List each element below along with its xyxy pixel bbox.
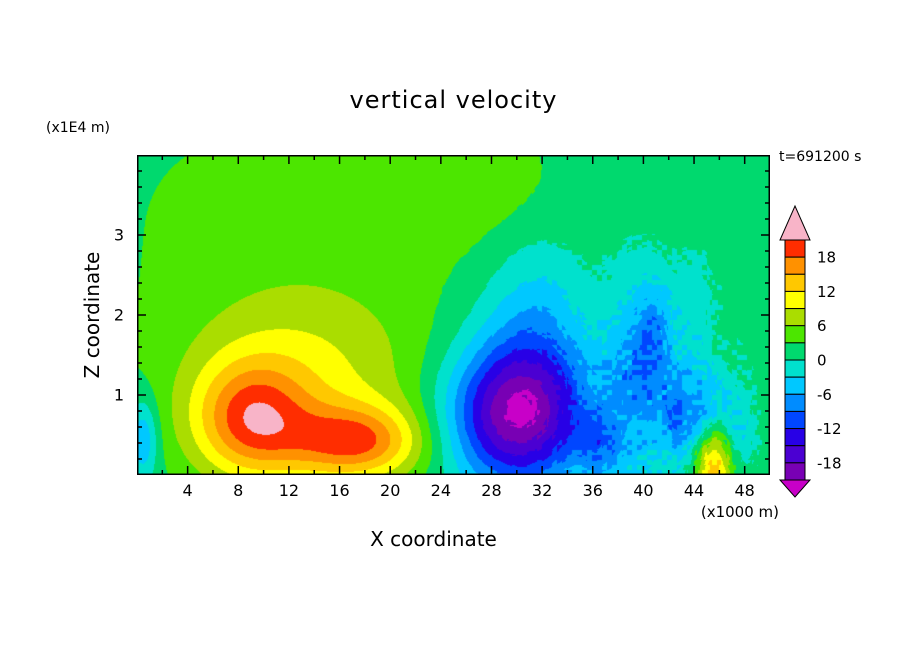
x-tick-label: 16	[329, 481, 350, 500]
colorbar-label: 6	[817, 317, 827, 335]
x-tick-label: 40	[633, 481, 654, 500]
colorbar-label: 0	[817, 352, 827, 370]
colorbar-label: 12	[817, 283, 836, 301]
colorbar-band	[784, 256, 806, 275]
x-axis-title: X coordinate	[370, 527, 497, 551]
colorbar-band	[784, 462, 806, 481]
colorbar-band	[784, 290, 806, 310]
colorbar-band	[784, 273, 806, 292]
colorbar-label: 18	[817, 249, 836, 267]
colorbar-band	[784, 359, 806, 378]
colorbar-band	[784, 445, 806, 464]
x-tick-label: 48	[734, 481, 755, 500]
y-tick-label: 1	[113, 385, 124, 405]
x-tick-label: 36	[582, 481, 603, 500]
time-label: t=691200 s	[779, 149, 862, 165]
colorbar-label: -12	[817, 420, 842, 438]
colorbar-band	[784, 410, 806, 430]
y-axis-title: Z coordinate	[80, 251, 104, 379]
x-tick-label: 4	[182, 481, 193, 500]
colorbar-band	[784, 342, 806, 361]
y-tick-label: 3	[113, 225, 124, 245]
colorbar-band	[784, 325, 806, 344]
x-axis-units-label: (x1000 m)	[700, 503, 779, 521]
x-tick-label: 12	[278, 481, 300, 500]
x-tick-label: 44	[683, 481, 705, 500]
x-tick-label: 28	[481, 481, 502, 500]
x-tick-label: 20	[380, 481, 401, 500]
colorbar-band	[784, 376, 806, 395]
colorbar: 18 12 6 0 -6 -12 -18	[778, 204, 842, 498]
contour-field-canvas	[137, 155, 770, 475]
colorbar-band	[784, 239, 806, 258]
colorbar-over-arrow	[779, 204, 811, 241]
colorbar-label: -6	[817, 386, 832, 404]
colorbar-band	[784, 308, 806, 327]
x-tick-label: 24	[430, 481, 452, 500]
colorbar-label: -18	[817, 454, 842, 472]
colorbar-under-arrow	[778, 479, 812, 498]
y-tick-label: 2	[113, 305, 124, 325]
x-tick-label: 8	[233, 481, 244, 500]
colorbar-band	[784, 428, 806, 447]
colorbar-band	[784, 393, 806, 412]
plot-title: vertical velocity	[349, 86, 558, 114]
y-axis-units-label: (x1E4 m)	[46, 120, 110, 136]
x-tick-label: 32	[531, 481, 553, 500]
